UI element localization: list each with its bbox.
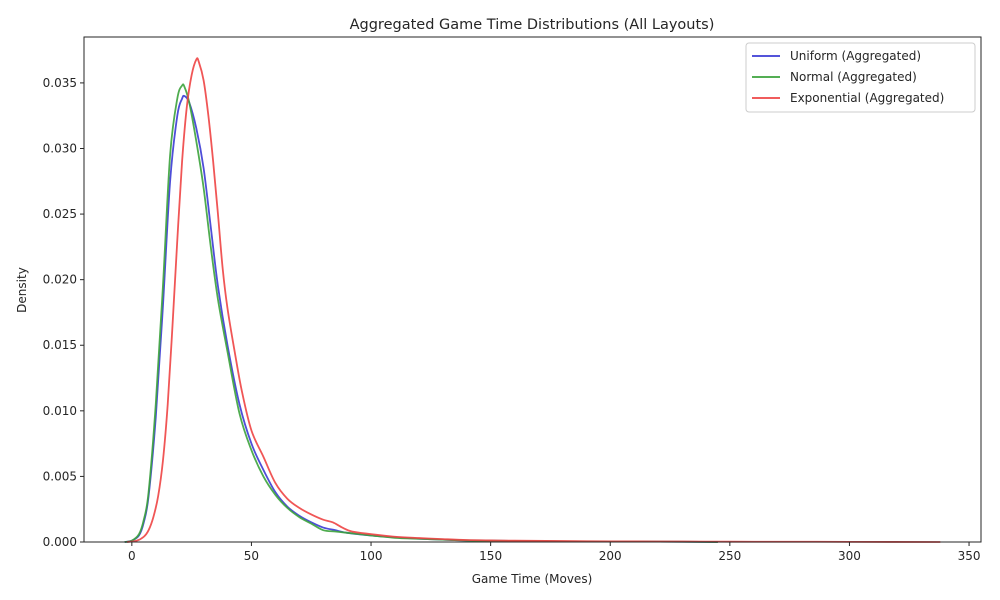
- chart-title: Aggregated Game Time Distributions (All …: [350, 17, 715, 33]
- x-tick-label: 50: [244, 549, 259, 563]
- y-tick-label: 0.000: [43, 535, 77, 549]
- x-axis: 0 50 100 150 200 250 300 350: [128, 542, 980, 563]
- y-tick-label: 0.020: [43, 273, 77, 287]
- x-axis-title: Game Time (Moves): [472, 572, 593, 586]
- legend-box: [745, 42, 976, 113]
- legend-label-normal: Normal (Aggregated): [790, 70, 917, 84]
- x-tick-label: 350: [958, 549, 981, 563]
- x-tick-label: 0: [128, 549, 136, 563]
- x-tick-label: 300: [838, 549, 861, 563]
- plot-area: [83, 36, 982, 543]
- x-tick-label: 200: [599, 549, 622, 563]
- y-axis-title: Density: [15, 267, 29, 313]
- y-tick-label: 0.005: [43, 469, 77, 483]
- legend-label-exponential: Exponential (Aggregated): [790, 91, 944, 105]
- y-axis: 0.000 0.005 0.010 0.015 0.020 0.025 0.030 0.035: [43, 76, 84, 549]
- x-tick-label: 150: [479, 549, 502, 563]
- y-tick-label: 0.010: [43, 404, 77, 418]
- y-tick-label: 0.015: [43, 338, 77, 352]
- x-tick-label: 100: [360, 549, 383, 563]
- legend: Uniform (Aggregated) Normal (Aggregated) E…: [745, 42, 976, 113]
- plot-frame: [83, 36, 982, 543]
- y-tick-label: 0.025: [43, 207, 77, 221]
- x-tick-label: 250: [718, 549, 741, 563]
- series-line-normal: [124, 83, 718, 543]
- y-tick-label: 0.030: [43, 141, 77, 155]
- series-layer: [124, 57, 941, 543]
- legend-label-uniform: Uniform (Aggregated): [790, 49, 921, 63]
- y-tick-label: 0.035: [43, 76, 77, 90]
- series-line-exponential: [126, 57, 941, 543]
